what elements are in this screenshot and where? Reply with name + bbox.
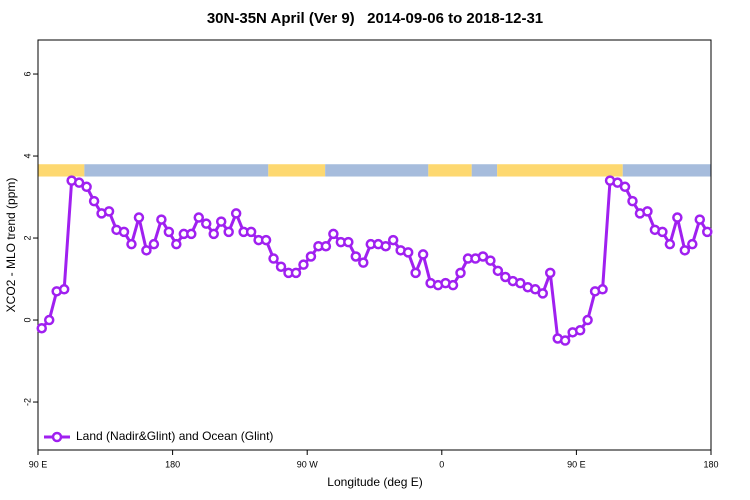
point: [275, 261, 287, 272]
x-tick-label: 0: [439, 459, 444, 469]
point: [672, 212, 683, 223]
point: [215, 216, 227, 227]
point: [485, 255, 496, 266]
x-tick-label: 180: [703, 459, 718, 469]
surface-band: [38, 164, 85, 177]
surface-band: [325, 164, 429, 177]
point: [43, 314, 55, 326]
surface-band: [428, 164, 472, 177]
point: [702, 226, 713, 238]
point: [58, 284, 70, 295]
point: [148, 238, 160, 250]
point: [694, 214, 706, 225]
point: [328, 228, 339, 240]
surface-band: [84, 164, 269, 177]
point: [500, 271, 511, 283]
point: [103, 206, 115, 217]
point: [417, 249, 429, 260]
y-axis-label: XCO2 - MLO trend (ppm): [4, 178, 18, 313]
point: [193, 212, 205, 223]
point: [544, 267, 556, 279]
point: [574, 325, 586, 336]
x-tick-label: 90 E: [567, 459, 586, 469]
point: [627, 195, 638, 207]
point: [642, 206, 653, 217]
point: [447, 279, 459, 291]
point: [657, 226, 668, 238]
point: [88, 195, 100, 207]
point: [612, 177, 623, 188]
point: [410, 267, 421, 279]
point: [208, 228, 219, 240]
point: [141, 245, 152, 256]
point: [81, 181, 92, 193]
point: [492, 265, 504, 277]
point: [358, 257, 369, 268]
point: [679, 245, 691, 256]
point: [687, 238, 698, 250]
point: [305, 251, 317, 262]
legend-label: Land (Nadir&Glint) and Ocean (Glint): [76, 429, 273, 443]
point: [230, 208, 242, 219]
point: [290, 267, 302, 279]
y-tick-label: -2: [22, 398, 32, 406]
point: [163, 226, 175, 238]
point: [320, 240, 332, 252]
y-tick-label: 6: [22, 72, 32, 77]
point: [477, 251, 489, 262]
point: [664, 238, 676, 250]
point: [619, 181, 631, 193]
point: [298, 259, 309, 270]
series-line: [40, 178, 709, 343]
legend-marker: [51, 431, 63, 443]
point: [530, 284, 541, 295]
point: [186, 228, 197, 240]
plot-frame: [37, 39, 712, 451]
point: [455, 267, 466, 279]
y-tick-label: 0: [22, 318, 32, 323]
point: [223, 226, 234, 238]
point: [387, 234, 399, 246]
point: [126, 238, 137, 250]
point: [402, 247, 414, 258]
surface-band: [268, 164, 326, 177]
x-axis-label: Longitude (deg E): [327, 475, 422, 489]
point: [36, 322, 47, 334]
surface-band: [622, 164, 711, 177]
x-tick-label: 90 W: [297, 459, 319, 469]
surface-band: [497, 164, 623, 177]
point: [350, 251, 362, 262]
point: [537, 288, 548, 299]
point: [118, 226, 130, 238]
x-tick-label: 180: [165, 459, 180, 469]
y-tick-label: 4: [22, 154, 32, 159]
point: [133, 212, 145, 223]
chart-title: 30N-35N April (Ver 9) 2014-09-06 to 2018…: [207, 10, 543, 27]
point: [515, 277, 526, 289]
point: [171, 238, 182, 250]
point: [582, 314, 593, 326]
x-tick-label: 90 E: [29, 459, 48, 469]
point: [156, 214, 167, 225]
point: [268, 253, 279, 264]
surface-band: [471, 164, 498, 177]
point: [201, 218, 212, 229]
point: [73, 177, 85, 188]
point: [260, 234, 272, 246]
point: [245, 226, 257, 238]
point: [380, 240, 391, 252]
point: [559, 335, 571, 346]
point: [597, 284, 608, 295]
point: [343, 236, 354, 248]
y-tick-label: 2: [22, 236, 32, 241]
